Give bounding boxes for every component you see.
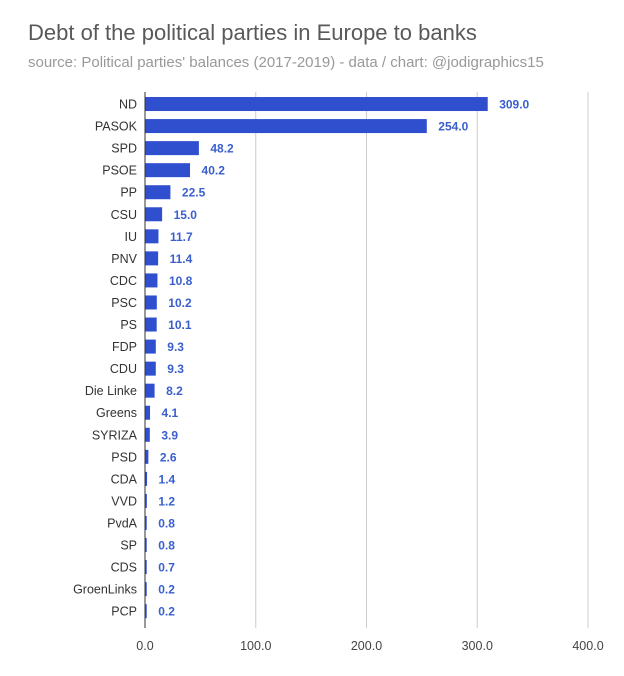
x-tick-label: 300.0 [462,639,493,653]
x-tick-label: 100.0 [240,639,271,653]
data-label: 4.1 [162,406,179,420]
category-label: PASOK [95,120,138,134]
data-label: 9.3 [167,362,184,376]
x-axis-ticks: 0.0 100.0 200.0 300.0 400.0 [136,639,603,653]
bar [145,339,156,354]
value-labels: 309.0 254.0 48.2 40.2 22.5 15.0 11.7 11.4 10.8 10… [158,98,529,619]
data-label: 1.2 [158,494,175,508]
bar [145,383,155,398]
data-label: 11.4 [170,252,193,266]
category-label: ND [119,98,137,112]
data-label: 22.5 [182,186,206,200]
data-label: 1.4 [159,472,176,486]
category-label: PSD [111,450,137,464]
data-label: 0.7 [158,561,175,575]
category-label: FDP [112,340,137,354]
bar [145,207,163,222]
data-label: 10.8 [169,274,193,288]
data-label: 15.0 [174,208,198,222]
bars [145,97,488,619]
category-label: CDU [110,362,137,376]
bar [145,361,156,376]
category-label: IU [125,230,138,244]
bar [145,515,147,530]
data-label: 254.0 [438,120,468,134]
bar [145,185,171,200]
bar [145,538,147,553]
data-label: 8.2 [166,384,183,398]
bar [145,405,151,420]
data-label: 2.6 [160,450,177,464]
bar [145,273,158,288]
data-label: 9.3 [167,340,184,354]
bar [145,317,157,332]
category-label: PNV [111,252,137,266]
category-label: VVD [111,494,137,508]
bar [145,141,199,156]
category-label: CDA [111,472,138,486]
category-label: SPD [111,142,137,156]
x-tick-label: 0.0 [136,639,153,653]
chart-subtitle: source: Political parties' balances (201… [28,54,544,71]
bar [145,163,191,178]
data-label: 0.8 [158,516,175,530]
data-label: 10.1 [168,318,192,332]
category-label: GroenLinks [73,583,137,597]
category-label: SP [120,539,137,553]
bar [145,229,159,244]
data-label: 48.2 [210,142,234,156]
data-label: 309.0 [499,98,529,112]
chart-title: Debt of the political parties in Europe … [28,20,477,45]
x-tick-label: 200.0 [351,639,382,653]
bar [145,604,147,619]
data-label: 11.7 [170,230,193,244]
category-label: Greens [96,406,137,420]
data-label: 0.2 [158,583,175,597]
category-label: PSOE [102,164,137,178]
category-label: CDC [110,274,137,288]
category-label: CSU [111,208,137,222]
category-labels: ND PASOK SPD PSOE PP CSU IU PNV CDC PSC PS FDP CDU Di… [73,98,138,619]
data-label: 40.2 [202,164,226,178]
category-label: PS [120,318,137,332]
category-label: PP [120,186,137,200]
bar [145,119,427,134]
category-label: PCP [111,605,137,619]
bar [145,560,147,575]
bar [145,251,159,266]
bar [145,427,150,442]
category-label: SYRIZA [92,428,138,442]
bar [145,582,147,597]
data-label: 10.2 [168,296,192,310]
bar [145,493,147,508]
category-label: PSC [111,296,137,310]
bar [145,97,488,112]
category-label: CDS [111,561,137,575]
category-label: Die Linke [85,384,137,398]
data-label: 3.9 [161,428,178,442]
data-label: 0.8 [158,539,175,553]
bar [145,471,148,486]
category-label: PvdA [107,516,138,530]
bar [145,295,157,310]
x-tick-label: 400.0 [572,639,603,653]
bar [145,449,149,464]
gridlines [144,92,589,628]
data-label: 0.2 [158,605,175,619]
